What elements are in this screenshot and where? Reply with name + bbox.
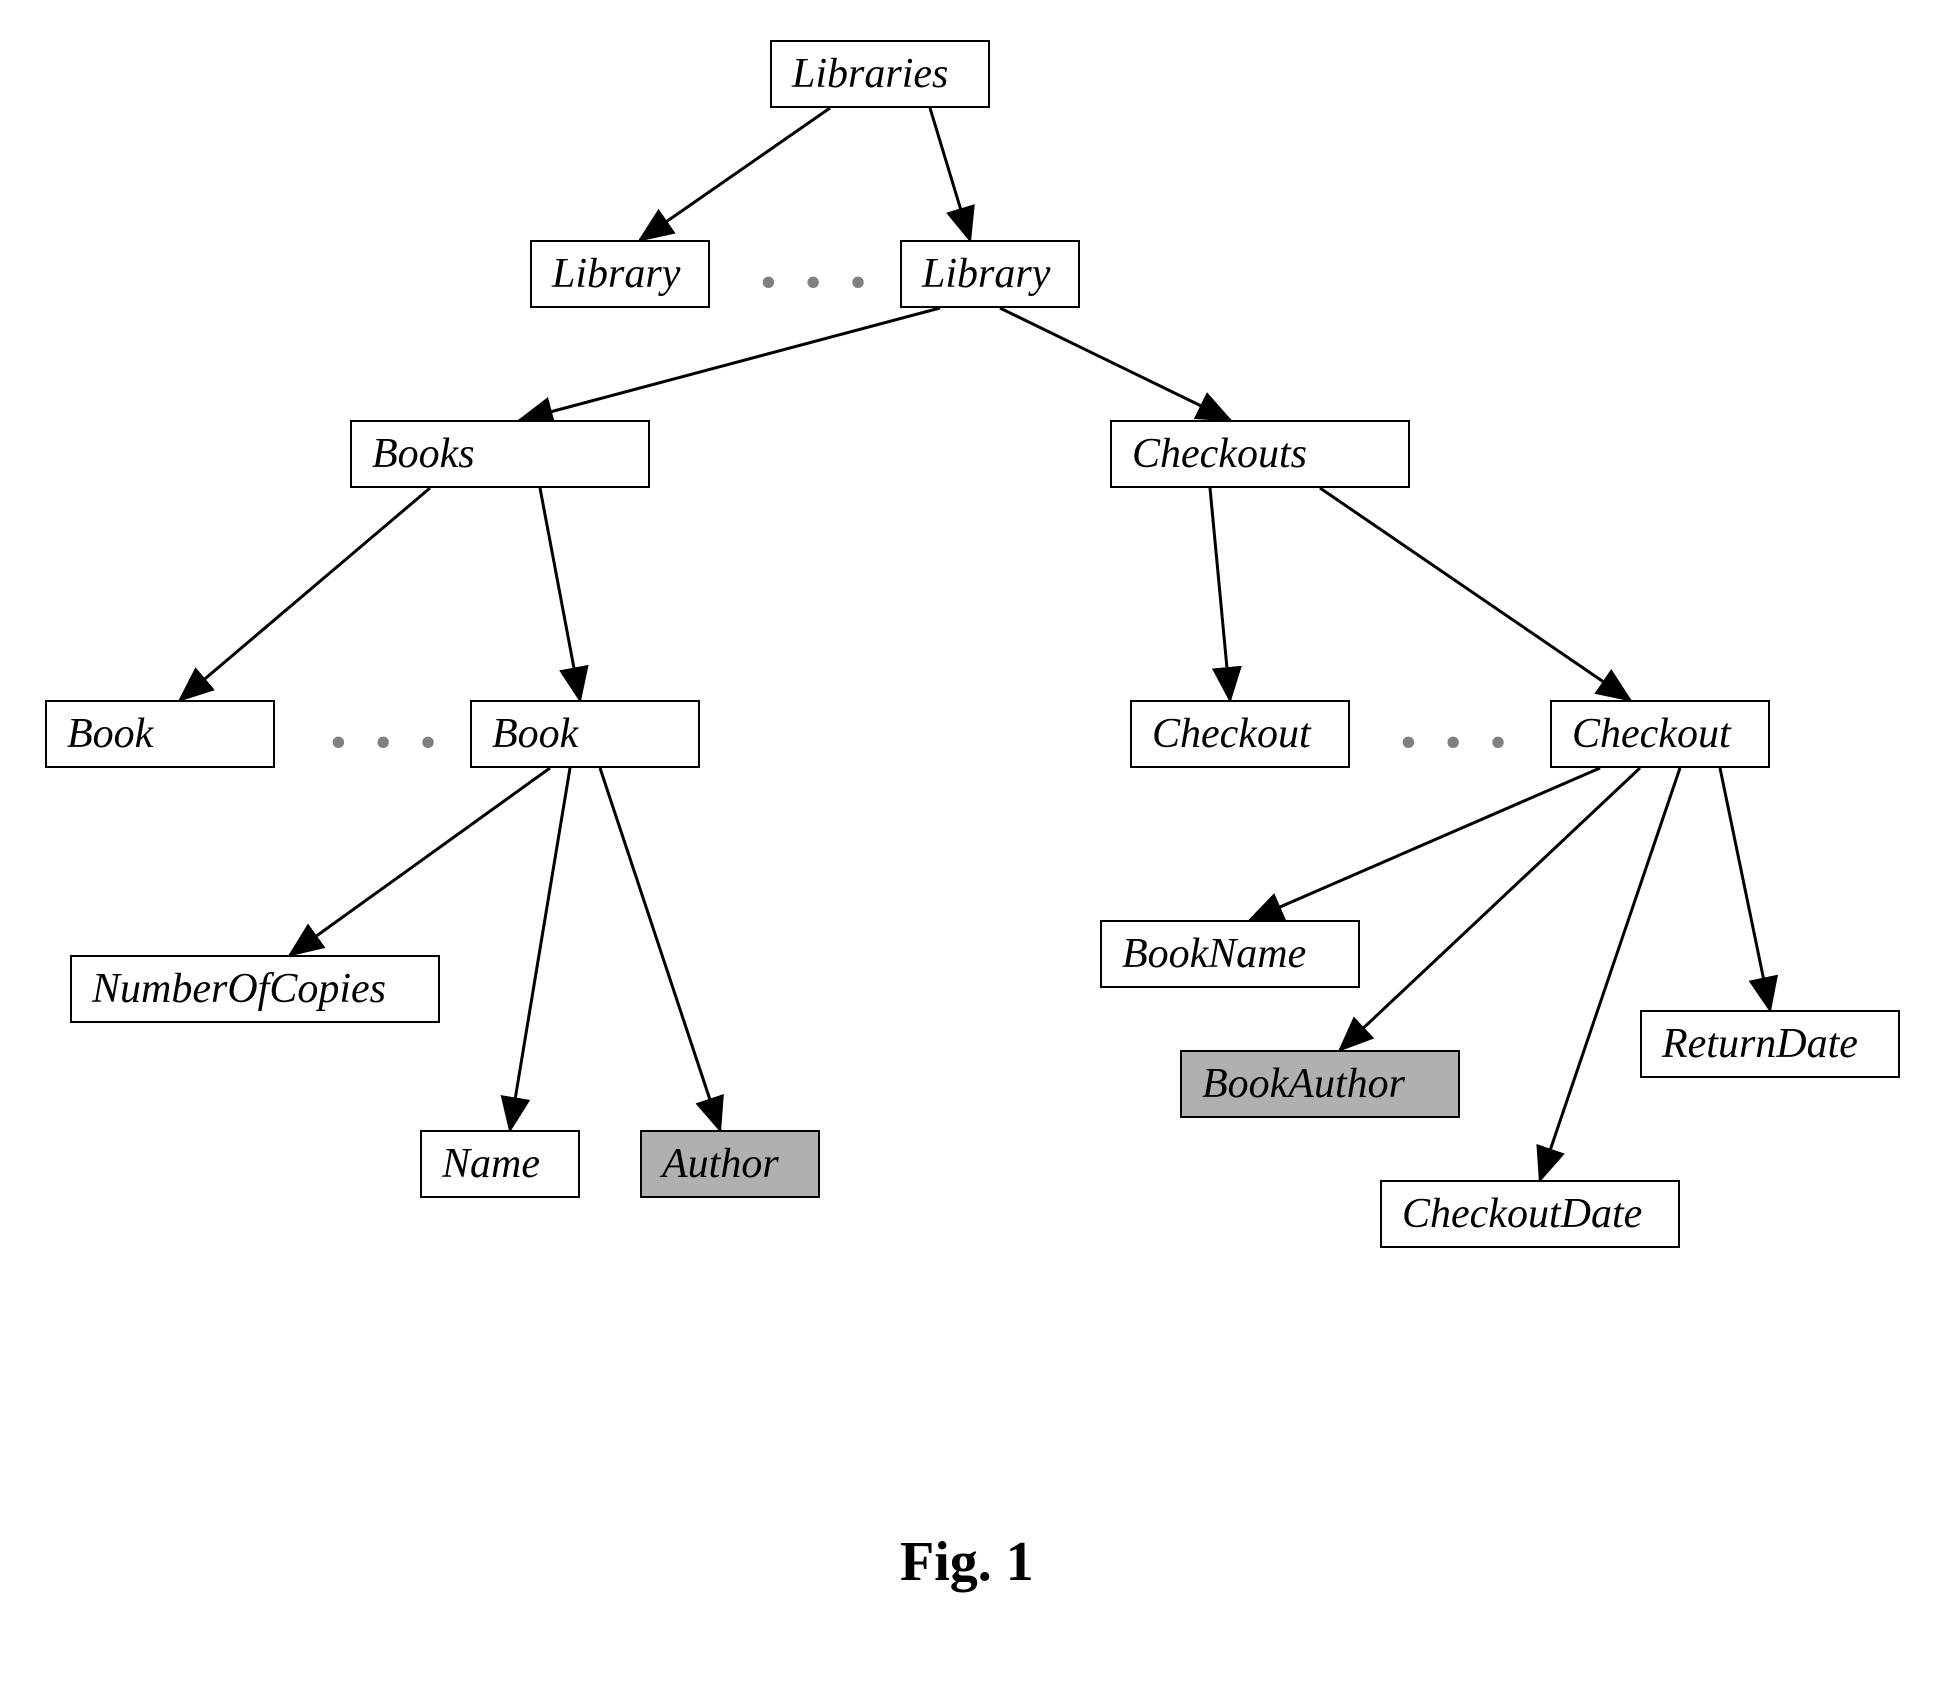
node-author: Author [640,1130,820,1198]
ellipsis-books: • • • [330,715,444,770]
node-library-2: Library [900,240,1080,308]
node-checkout-1: Checkout [1130,700,1350,768]
ellipsis-libraries: • • • [760,255,874,310]
node-checkout-2: Checkout [1550,700,1770,768]
node-books: Books [350,420,650,488]
node-name: Name [420,1130,580,1198]
node-book-author: BookAuthor [1180,1050,1460,1118]
node-return-date: ReturnDate [1640,1010,1900,1078]
figure-caption: Fig. 1 [900,1530,1034,1594]
node-book-name: BookName [1100,920,1360,988]
node-library-1: Library [530,240,710,308]
node-book-2: Book [470,700,700,768]
node-checkouts: Checkouts [1110,420,1410,488]
node-number-of-copies: NumberOfCopies [70,955,440,1023]
node-book-1: Book [45,700,275,768]
node-libraries: Libraries [770,40,990,108]
ellipsis-checkouts: • • • [1400,715,1514,770]
node-checkout-date: CheckoutDate [1380,1180,1680,1248]
